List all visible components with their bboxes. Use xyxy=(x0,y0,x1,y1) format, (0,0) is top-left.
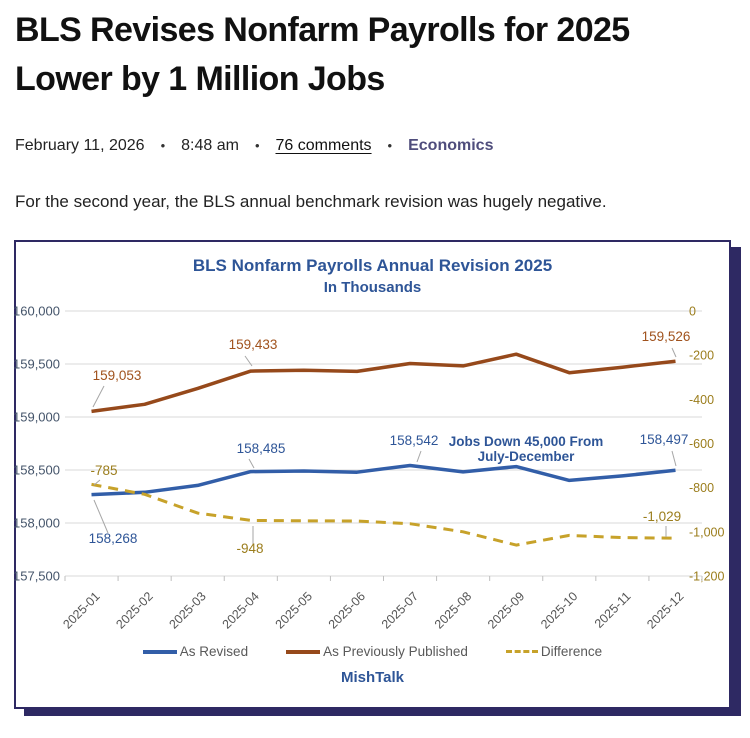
blog-post: BLS Revises Nonfarm Payrolls for 2025 Lo… xyxy=(0,6,750,709)
data-label: -1,029 xyxy=(643,509,681,524)
left-axis-tick-label: 159,000 xyxy=(13,409,60,424)
right-axis-tick-label: -400 xyxy=(689,393,714,407)
chart-annotation: July-December xyxy=(478,449,576,464)
x-axis-tick-label: 2025-10 xyxy=(538,589,580,631)
legend-item-difference: Difference xyxy=(505,644,603,660)
data-label: 158,268 xyxy=(89,531,138,546)
chart-legend: As Revised As Previously Published Differe… xyxy=(16,642,729,662)
data-label: -948 xyxy=(236,541,263,556)
post-meta: February 11, 2026 • 8:48 am • 76 comment… xyxy=(15,137,735,155)
left-axis-tick-label: 158,500 xyxy=(13,462,60,477)
right-axis-tick-label: 0 xyxy=(689,304,696,318)
post-title: BLS Revises Nonfarm Payrolls for 2025 Lo… xyxy=(15,11,630,98)
left-axis-tick-label: 159,500 xyxy=(13,356,60,371)
x-axis-tick-label: 2025-04 xyxy=(220,589,262,631)
legend-item-as-previously-published: As Previously Published xyxy=(286,644,468,659)
x-axis-tick-label: 2025-08 xyxy=(432,589,474,631)
legend-swatch xyxy=(505,650,538,654)
right-axis-tick-label: -1,000 xyxy=(689,525,724,539)
data-label: 158,542 xyxy=(390,433,439,448)
series-line-1 xyxy=(91,352,676,414)
data-label: -785 xyxy=(90,463,117,478)
legend-label: As Previously Published xyxy=(323,644,468,660)
x-axis-tick-label: 2025-06 xyxy=(326,589,368,631)
left-axis-tick-label: 160,000 xyxy=(13,303,60,318)
right-axis-tick-label: -800 xyxy=(689,481,714,495)
post-time: 8:48 am xyxy=(181,136,239,154)
chart-watermark: MishTalk xyxy=(340,668,405,686)
data-label: 159,433 xyxy=(229,337,278,352)
post-date: February 11, 2026 xyxy=(15,136,145,154)
x-axis-tick-label: 2025-12 xyxy=(644,589,686,631)
x-axis-tick-label: 2025-02 xyxy=(113,589,155,631)
right-axis-tick-label: -200 xyxy=(689,349,714,363)
post-intro: For the second year, the BLS annual benc… xyxy=(15,191,607,211)
right-axis-tick-label: -1,200 xyxy=(689,569,724,583)
chart-annotation: Jobs Down 45,000 From xyxy=(449,434,604,449)
legend-item-as-revised: As Revised xyxy=(142,644,249,660)
x-axis-tick-label: 2025-01 xyxy=(60,589,102,631)
data-label: 159,526 xyxy=(642,329,691,344)
chart-card: BLS Nonfarm Payrolls Annual Revision 202… xyxy=(13,239,731,709)
payrolls-line-chart: 160,000 159,500 159,000 158,500 158,000 157,5… xyxy=(13,303,724,631)
category-link[interactable]: Economics xyxy=(408,136,494,154)
chart-title: BLS Nonfarm Payrolls Annual Revision 202… xyxy=(192,255,553,275)
meta-separator: • xyxy=(254,138,260,154)
data-label: 158,497 xyxy=(640,432,689,447)
legend-label: As Revised xyxy=(179,644,249,660)
meta-separator: • xyxy=(387,138,393,154)
legend-label: Difference xyxy=(540,644,603,660)
series-line-2 xyxy=(91,482,676,547)
series-line-0 xyxy=(91,463,676,497)
data-label: 159,053 xyxy=(93,368,142,383)
x-axis-tick-label: 2025-09 xyxy=(485,589,527,631)
meta-separator: • xyxy=(160,138,166,154)
chart-subtitle: In Thousands xyxy=(323,278,422,296)
left-axis-tick-label: 158,000 xyxy=(13,515,60,530)
x-axis-tick-label: 2025-07 xyxy=(379,589,421,631)
legend-swatch xyxy=(286,650,321,654)
x-axis-tick-label: 2025-05 xyxy=(273,589,315,631)
left-axis-tick-label: 157,500 xyxy=(13,568,60,583)
x-axis-tick-label: 2025-03 xyxy=(166,589,208,631)
legend-swatch xyxy=(142,650,177,654)
right-axis-tick-label: -600 xyxy=(689,437,714,451)
data-label: 158,485 xyxy=(237,441,286,456)
comments-link[interactable]: 76 comments xyxy=(275,136,372,154)
x-axis-tick-label: 2025-11 xyxy=(592,589,634,631)
